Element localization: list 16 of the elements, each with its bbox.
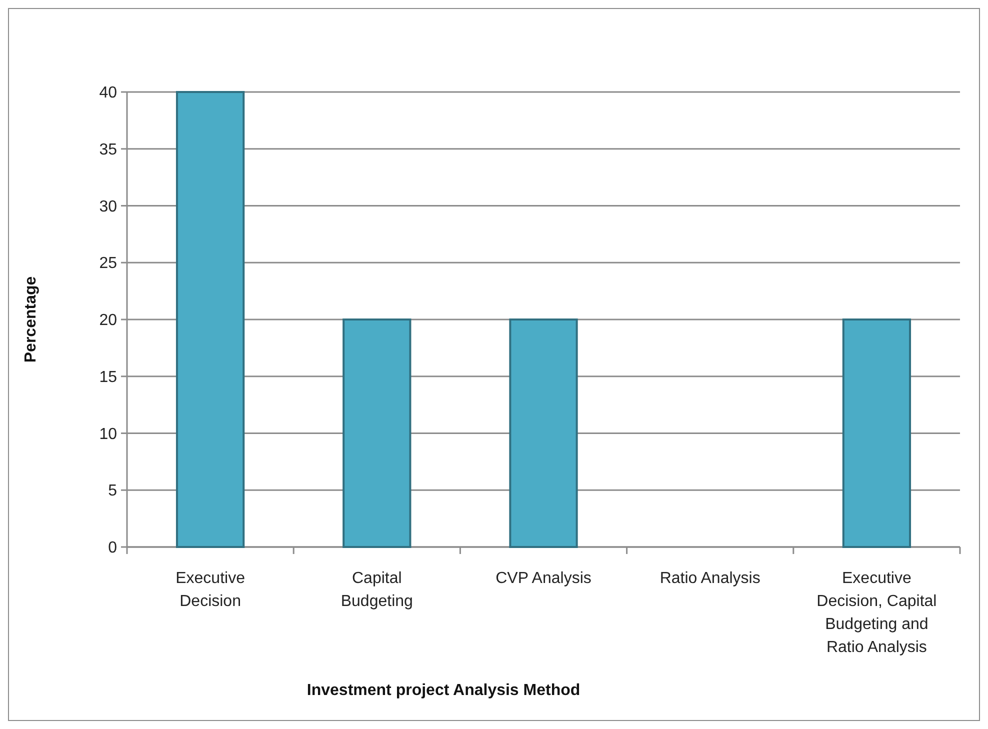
- y-tick-label: 25: [99, 255, 118, 272]
- y-tick-label: 35: [99, 141, 118, 158]
- y-tick-label: 40: [99, 84, 118, 102]
- y-tick-label: 5: [108, 482, 118, 500]
- y-tick-label: 20: [99, 312, 118, 330]
- x-tick-label: Executive Decision, Capital Budgeting and Ratio Analysis: [816, 570, 937, 656]
- y-axis-title: Percentage: [22, 276, 40, 363]
- y-tick-label: 30: [99, 198, 118, 216]
- y-tick-label: 0: [108, 540, 118, 557]
- x-axis-title: Investment project Analysis Method: [306, 682, 580, 699]
- x-tick-label: CVP Analysis: [496, 570, 592, 587]
- y-tick-label: 15: [99, 368, 118, 386]
- y-tick-label: 10: [99, 426, 118, 443]
- x-tick-label: Capital Budgeting: [340, 570, 413, 610]
- x-tick-label: Ratio Analysis: [660, 570, 760, 587]
- x-tick-label: Executive Decision: [176, 570, 246, 610]
